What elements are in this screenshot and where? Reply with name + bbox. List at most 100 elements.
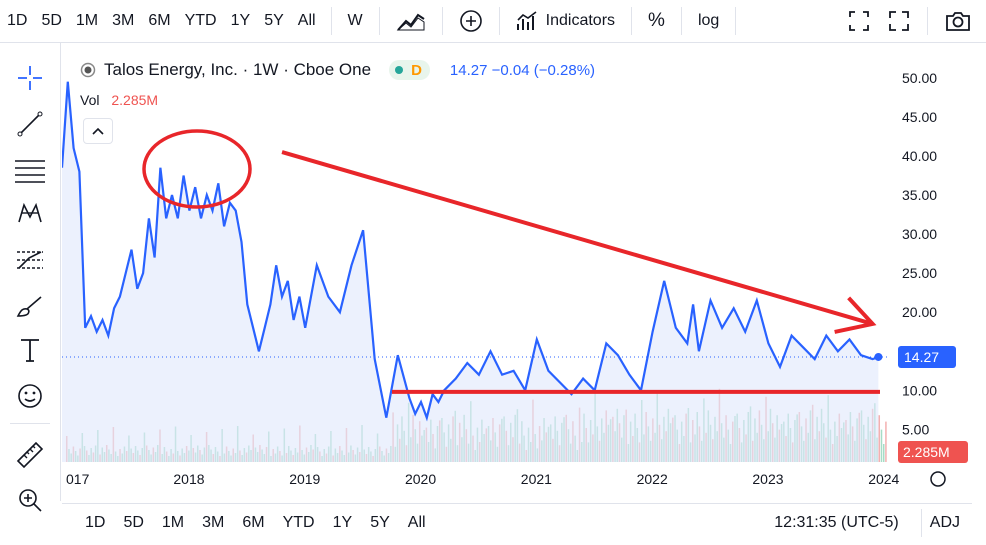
range-1y[interactable]: 1Y (332, 514, 353, 531)
timeframe-5d[interactable]: 5D (41, 12, 62, 29)
indicators-label: Indicators (545, 12, 616, 29)
volume-bar (880, 429, 883, 462)
log-label: log (697, 12, 720, 29)
toolbar-separator (631, 7, 633, 35)
toolbar-separator (441, 7, 443, 35)
measure-tool[interactable] (13, 438, 47, 472)
timeframe-1y[interactable]: 1Y (230, 12, 251, 29)
range-all[interactable]: All (407, 514, 426, 531)
timeframe-1d[interactable]: 1D (7, 12, 28, 29)
annotation-trendline (281, 150, 874, 326)
range-6m[interactable]: 6M (242, 514, 265, 531)
y-tick-label: 30.00 (902, 226, 937, 242)
volume-badge: 2.285M (898, 441, 968, 463)
range-5d[interactable]: 5D (123, 514, 144, 531)
fullscreen-button[interactable] (839, 9, 879, 33)
snapshot-button[interactable] (936, 9, 980, 33)
brush-icon (16, 296, 42, 317)
volume-bar (878, 415, 881, 462)
range-3m[interactable]: 3M (202, 514, 225, 531)
y-tick-label: 45.00 (902, 109, 937, 125)
zoom-tool[interactable] (13, 483, 47, 517)
bottom-toolbar: 1D 5D 1M 3M 6M YTD 1Y 5Y All 12:31:35 (UTC-5) AD… (62, 503, 972, 542)
log-button[interactable]: log (690, 12, 727, 30)
brush-tool[interactable] (13, 289, 47, 323)
interval-label: W (347, 12, 363, 29)
timeframe-3m[interactable]: 3M (112, 12, 135, 29)
emoji-tool[interactable] (13, 379, 47, 413)
x-axis: 017 2018 2019 2020 2021 2022 2023 2024 (66, 471, 900, 487)
axis-settings-button[interactable] (930, 471, 946, 487)
market-status-badge[interactable]: D (389, 60, 430, 80)
status-dot (395, 66, 404, 74)
adjust-button[interactable]: ADJ (929, 514, 960, 531)
chart-legend: Talos Energy, Inc. · 1W · Cboe One D 14.… (80, 60, 595, 80)
volume-badge-bg (898, 441, 968, 463)
y-tick-label: 10.00 (902, 382, 937, 398)
annotation-arrowhead (834, 296, 877, 334)
fullscreen-icon (849, 11, 869, 31)
smiley-icon (18, 384, 42, 408)
horizontal-lines-icon (15, 160, 45, 183)
price-badge-label: 14.27 (904, 349, 939, 365)
collapse-legend-button[interactable] (83, 118, 113, 144)
y-tick-label: 25.00 (902, 265, 937, 281)
crosshair-tool[interactable] (13, 61, 47, 95)
forecast-icon (17, 251, 43, 269)
y-tick-label: 5.00 (902, 421, 929, 437)
percent-button[interactable]: % (640, 10, 673, 32)
delayed-badge-letter: D (411, 61, 422, 79)
pattern-tool[interactable] (13, 197, 47, 231)
toolbar-separator (330, 7, 332, 35)
x-tick-label: 2024 (868, 471, 899, 487)
x-tick-label: 2022 (637, 471, 668, 487)
price-change-info: 14.27 −0.04 (−0.28%) (449, 61, 596, 79)
symbol-title[interactable]: Talos Energy, Inc. · 1W · Cboe One (104, 60, 372, 79)
y-tick-label: 35.00 (902, 187, 937, 203)
chart-type-button[interactable] (388, 10, 434, 32)
indicators-button[interactable]: Indicators (508, 10, 623, 32)
range-1m[interactable]: 1M (161, 514, 185, 531)
toolbar-separator (378, 7, 380, 35)
x-tick-label: 2021 (521, 471, 552, 487)
range-1d[interactable]: 1D (85, 514, 106, 531)
fib-tool[interactable] (13, 153, 47, 187)
interval-button[interactable]: W (340, 12, 371, 30)
range-ytd[interactable]: YTD (282, 514, 315, 531)
y-tick-label: 50.00 (902, 70, 937, 86)
crosshair-icon (18, 66, 42, 90)
timeframe-all[interactable]: All (297, 12, 316, 29)
range-5y[interactable]: 5Y (370, 514, 390, 531)
x-tick-label: 2019 (289, 471, 320, 487)
price-area (62, 81, 879, 462)
percent-label: % (648, 10, 665, 31)
forecast-tool[interactable] (13, 243, 47, 277)
x-tick-label: 2020 (405, 471, 436, 487)
ruler-icon (16, 441, 44, 469)
camera-icon (946, 12, 970, 31)
timeframe-6m[interactable]: 6M (148, 12, 171, 29)
clock-timezone[interactable]: 12:31:35 (UTC-5) (774, 514, 899, 531)
annotations (142, 129, 880, 394)
toolbar-divider (10, 423, 50, 424)
timeframe-5y[interactable]: 5Y (264, 12, 284, 29)
toolbar-separator (498, 7, 500, 35)
last-price-dot (874, 352, 883, 361)
volume-bar (885, 421, 887, 462)
annotation-circle (142, 129, 252, 209)
y-tick-label: 20.00 (902, 304, 937, 320)
timeframe-1m[interactable]: 1M (75, 12, 99, 29)
timeframe-ytd[interactable]: YTD (184, 12, 217, 29)
text-tool[interactable] (13, 333, 47, 367)
compare-button[interactable] (451, 9, 491, 33)
pattern-icon (18, 202, 42, 223)
price-chart[interactable]: 50.0045.0040.0035.0030.0025.0020.0015.00… (62, 50, 972, 500)
zoom-in-icon (19, 489, 42, 512)
settings-gear-icon[interactable] (930, 471, 946, 487)
expand-button[interactable] (879, 9, 919, 33)
eye-icon[interactable] (80, 62, 96, 78)
price-badge: 14.27 (898, 345, 956, 368)
trendline-tool[interactable] (13, 107, 47, 141)
range-list: 1D 5D 1M 3M 6M YTD 1Y 5Y All (76, 514, 435, 532)
trendline-icon (17, 111, 43, 137)
